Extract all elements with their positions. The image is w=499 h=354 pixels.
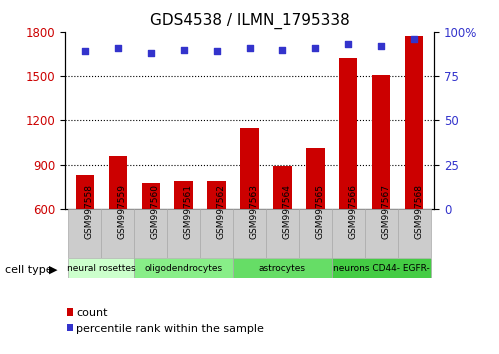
Text: GSM997565: GSM997565 — [315, 184, 324, 239]
Text: GSM997567: GSM997567 — [381, 184, 390, 239]
Text: GSM997564: GSM997564 — [282, 184, 291, 239]
Bar — [266, 209, 299, 258]
Bar — [405, 35, 424, 209]
Point — [246, 45, 253, 51]
Bar — [167, 209, 200, 258]
Point — [147, 50, 155, 56]
Point — [311, 45, 319, 51]
Text: GDS4538 / ILMN_1795338: GDS4538 / ILMN_1795338 — [150, 12, 349, 29]
Bar — [208, 181, 226, 209]
Bar — [332, 258, 431, 278]
Bar — [332, 209, 365, 258]
Bar — [134, 209, 167, 258]
Bar — [68, 258, 134, 278]
Text: GSM997559: GSM997559 — [118, 184, 127, 239]
Point — [114, 45, 122, 51]
Bar — [398, 209, 431, 258]
Text: GSM997558: GSM997558 — [85, 184, 94, 239]
Bar — [365, 209, 398, 258]
Point — [377, 43, 385, 49]
Point — [81, 48, 89, 54]
Bar — [68, 209, 101, 258]
Bar — [175, 181, 193, 209]
Bar — [233, 209, 266, 258]
Bar — [299, 209, 332, 258]
Bar — [75, 175, 94, 209]
Text: ▶: ▶ — [49, 265, 57, 275]
Bar — [142, 183, 160, 209]
Text: neural rosettes: neural rosettes — [67, 264, 135, 273]
Text: count: count — [76, 308, 108, 318]
Bar — [339, 58, 357, 209]
Text: astrocytes: astrocytes — [259, 264, 306, 273]
Text: percentile rank within the sample: percentile rank within the sample — [76, 324, 264, 333]
Bar — [109, 156, 127, 209]
Text: GSM997566: GSM997566 — [348, 184, 357, 239]
Text: oligodendrocytes: oligodendrocytes — [145, 264, 223, 273]
Point — [213, 48, 221, 54]
Point — [180, 47, 188, 52]
Bar — [273, 166, 291, 209]
Bar — [241, 129, 258, 209]
Text: GSM997563: GSM997563 — [250, 184, 258, 239]
Bar — [306, 148, 324, 209]
Bar — [134, 258, 233, 278]
Point — [344, 41, 352, 47]
Text: neurons CD44- EGFR-: neurons CD44- EGFR- — [333, 264, 430, 273]
Text: GSM997562: GSM997562 — [217, 184, 226, 239]
Bar — [233, 258, 332, 278]
Point — [278, 47, 286, 52]
Text: GSM997560: GSM997560 — [151, 184, 160, 239]
Bar — [200, 209, 233, 258]
Bar — [101, 209, 134, 258]
Text: GSM997568: GSM997568 — [414, 184, 423, 239]
Text: cell type: cell type — [5, 265, 52, 275]
Point — [410, 36, 418, 42]
Bar — [372, 75, 390, 209]
Text: GSM997561: GSM997561 — [184, 184, 193, 239]
